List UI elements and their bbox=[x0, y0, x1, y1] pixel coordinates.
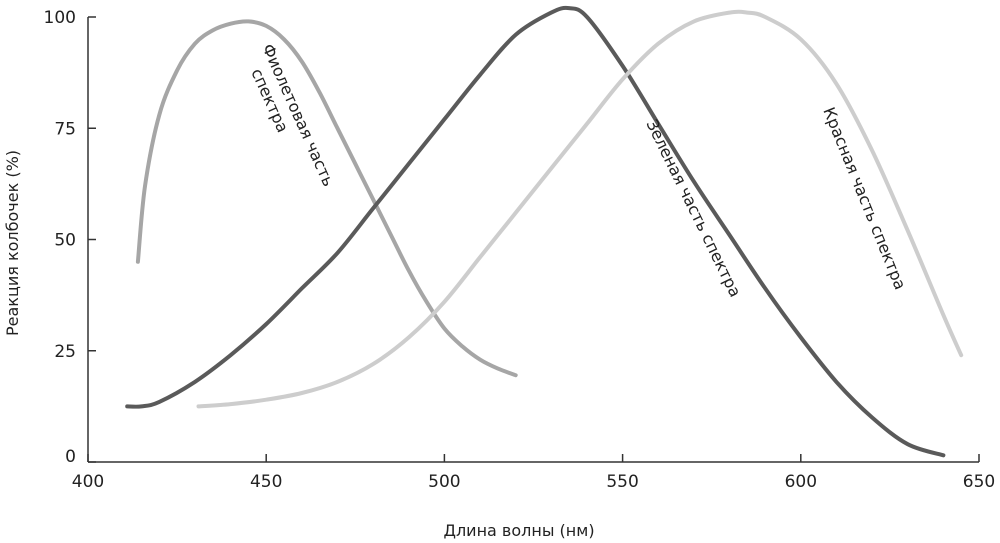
y-tick-label: 100 bbox=[44, 8, 76, 28]
y-axis-title: Реакция колбочек (%) bbox=[3, 150, 22, 336]
x-axis-title: Длина волны (нм) bbox=[443, 521, 594, 540]
series-label-green: Зеленая часть спектра bbox=[642, 116, 745, 300]
series-lines bbox=[125, 5, 964, 458]
y-tick-label: 25 bbox=[54, 342, 76, 362]
x-tick-label: 650 bbox=[963, 472, 995, 492]
y-tick-label: 50 bbox=[54, 231, 76, 251]
x-tick-label: 500 bbox=[428, 472, 460, 492]
y-tick-label: 75 bbox=[54, 119, 76, 139]
x-tick-label: 400 bbox=[72, 472, 104, 492]
x-ticks: 400 450 500 550 600 650 bbox=[72, 454, 995, 492]
series-label-violet: Фиолетовая частьспектра bbox=[240, 41, 338, 197]
series-line-red bbox=[196, 9, 964, 409]
y-ticks: 0 25 50 75 100 bbox=[44, 8, 96, 467]
x-tick-label: 600 bbox=[785, 472, 817, 492]
axes bbox=[87, 17, 979, 463]
series-line-violet bbox=[135, 19, 518, 378]
x-tick-label: 450 bbox=[250, 472, 282, 492]
series-line-green bbox=[125, 5, 946, 458]
y-tick-label: 0 bbox=[65, 447, 76, 467]
x-tick-label: 550 bbox=[606, 472, 638, 492]
